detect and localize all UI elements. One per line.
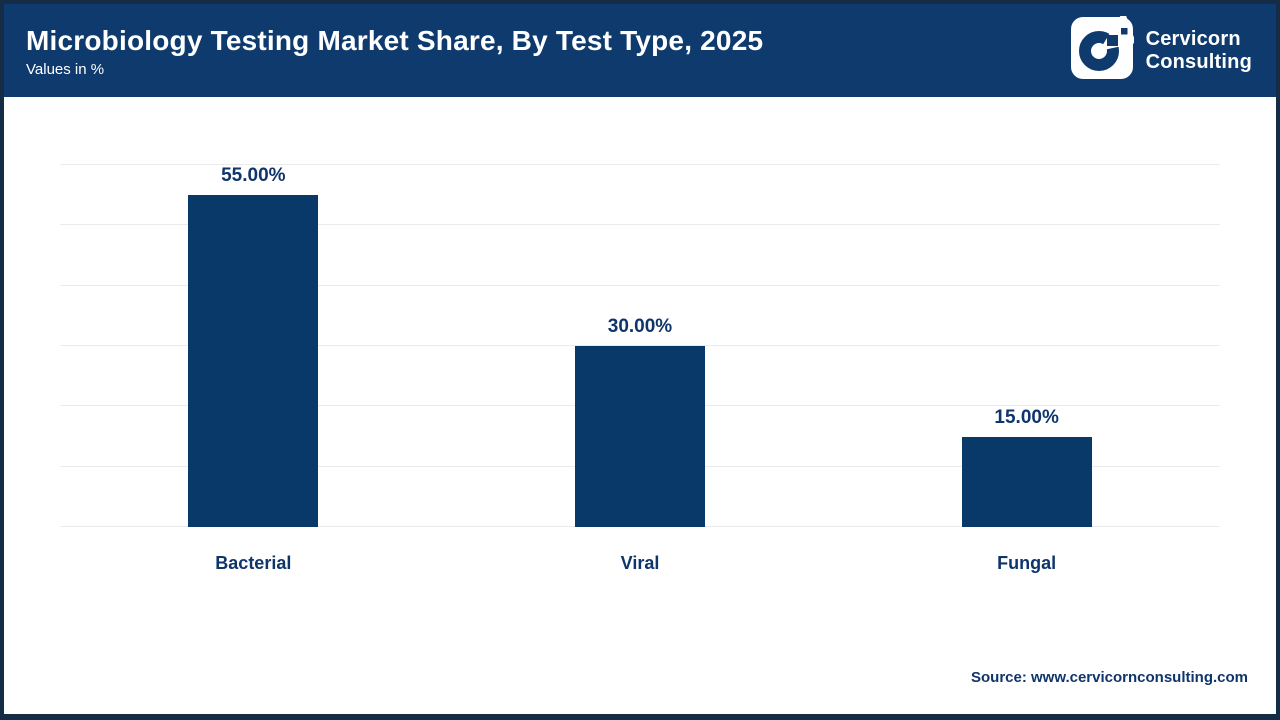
- header-band: Microbiology Testing Market Share, By Te…: [4, 4, 1276, 97]
- bar-fungal[interactable]: [961, 436, 1092, 527]
- bar-viral[interactable]: [575, 346, 705, 527]
- chart-canvas: 55.00% Bacterial 30.00% Viral 15.00% Fungal S…: [4, 97, 1276, 714]
- gridline-40: [60, 284, 1220, 286]
- source-attribution: Source: www.cervicornconsulting.com: [970, 669, 1248, 686]
- category-label-fungal: Fungal: [997, 553, 1057, 573]
- plot-area: 55.00% Bacterial 30.00% Viral 15.00% Fungal: [60, 164, 1220, 573]
- value-label-bacterial: 55.00%: [221, 165, 286, 187]
- company-logo: Cervicorn Consulting: [1070, 10, 1258, 85]
- value-label-viral: 30.00%: [607, 316, 673, 337]
- gridline-60: [60, 164, 1220, 165]
- logo-word-line2: Consulting: [1145, 50, 1252, 73]
- value-label-fungal: 15.00%: [994, 406, 1059, 428]
- logo-wordmark: Cervicorn Consulting: [1146, 28, 1252, 73]
- gridline-30: [60, 345, 1220, 346]
- category-label-bacterial: Bacterial: [215, 553, 292, 573]
- page-subtitle: Values in %: [26, 61, 105, 79]
- cervicorn-logo-icon: [1070, 10, 1136, 85]
- bar-bacterial[interactable]: [188, 195, 319, 527]
- page-title: Microbiology Testing Market Share, By Te…: [26, 24, 764, 56]
- logo-word-line1: Cervicorn: [1145, 28, 1241, 51]
- header-text-block: Microbiology Testing Market Share, By Te…: [26, 23, 763, 78]
- gridline-50: [60, 224, 1220, 226]
- category-label-viral: Viral: [620, 553, 660, 573]
